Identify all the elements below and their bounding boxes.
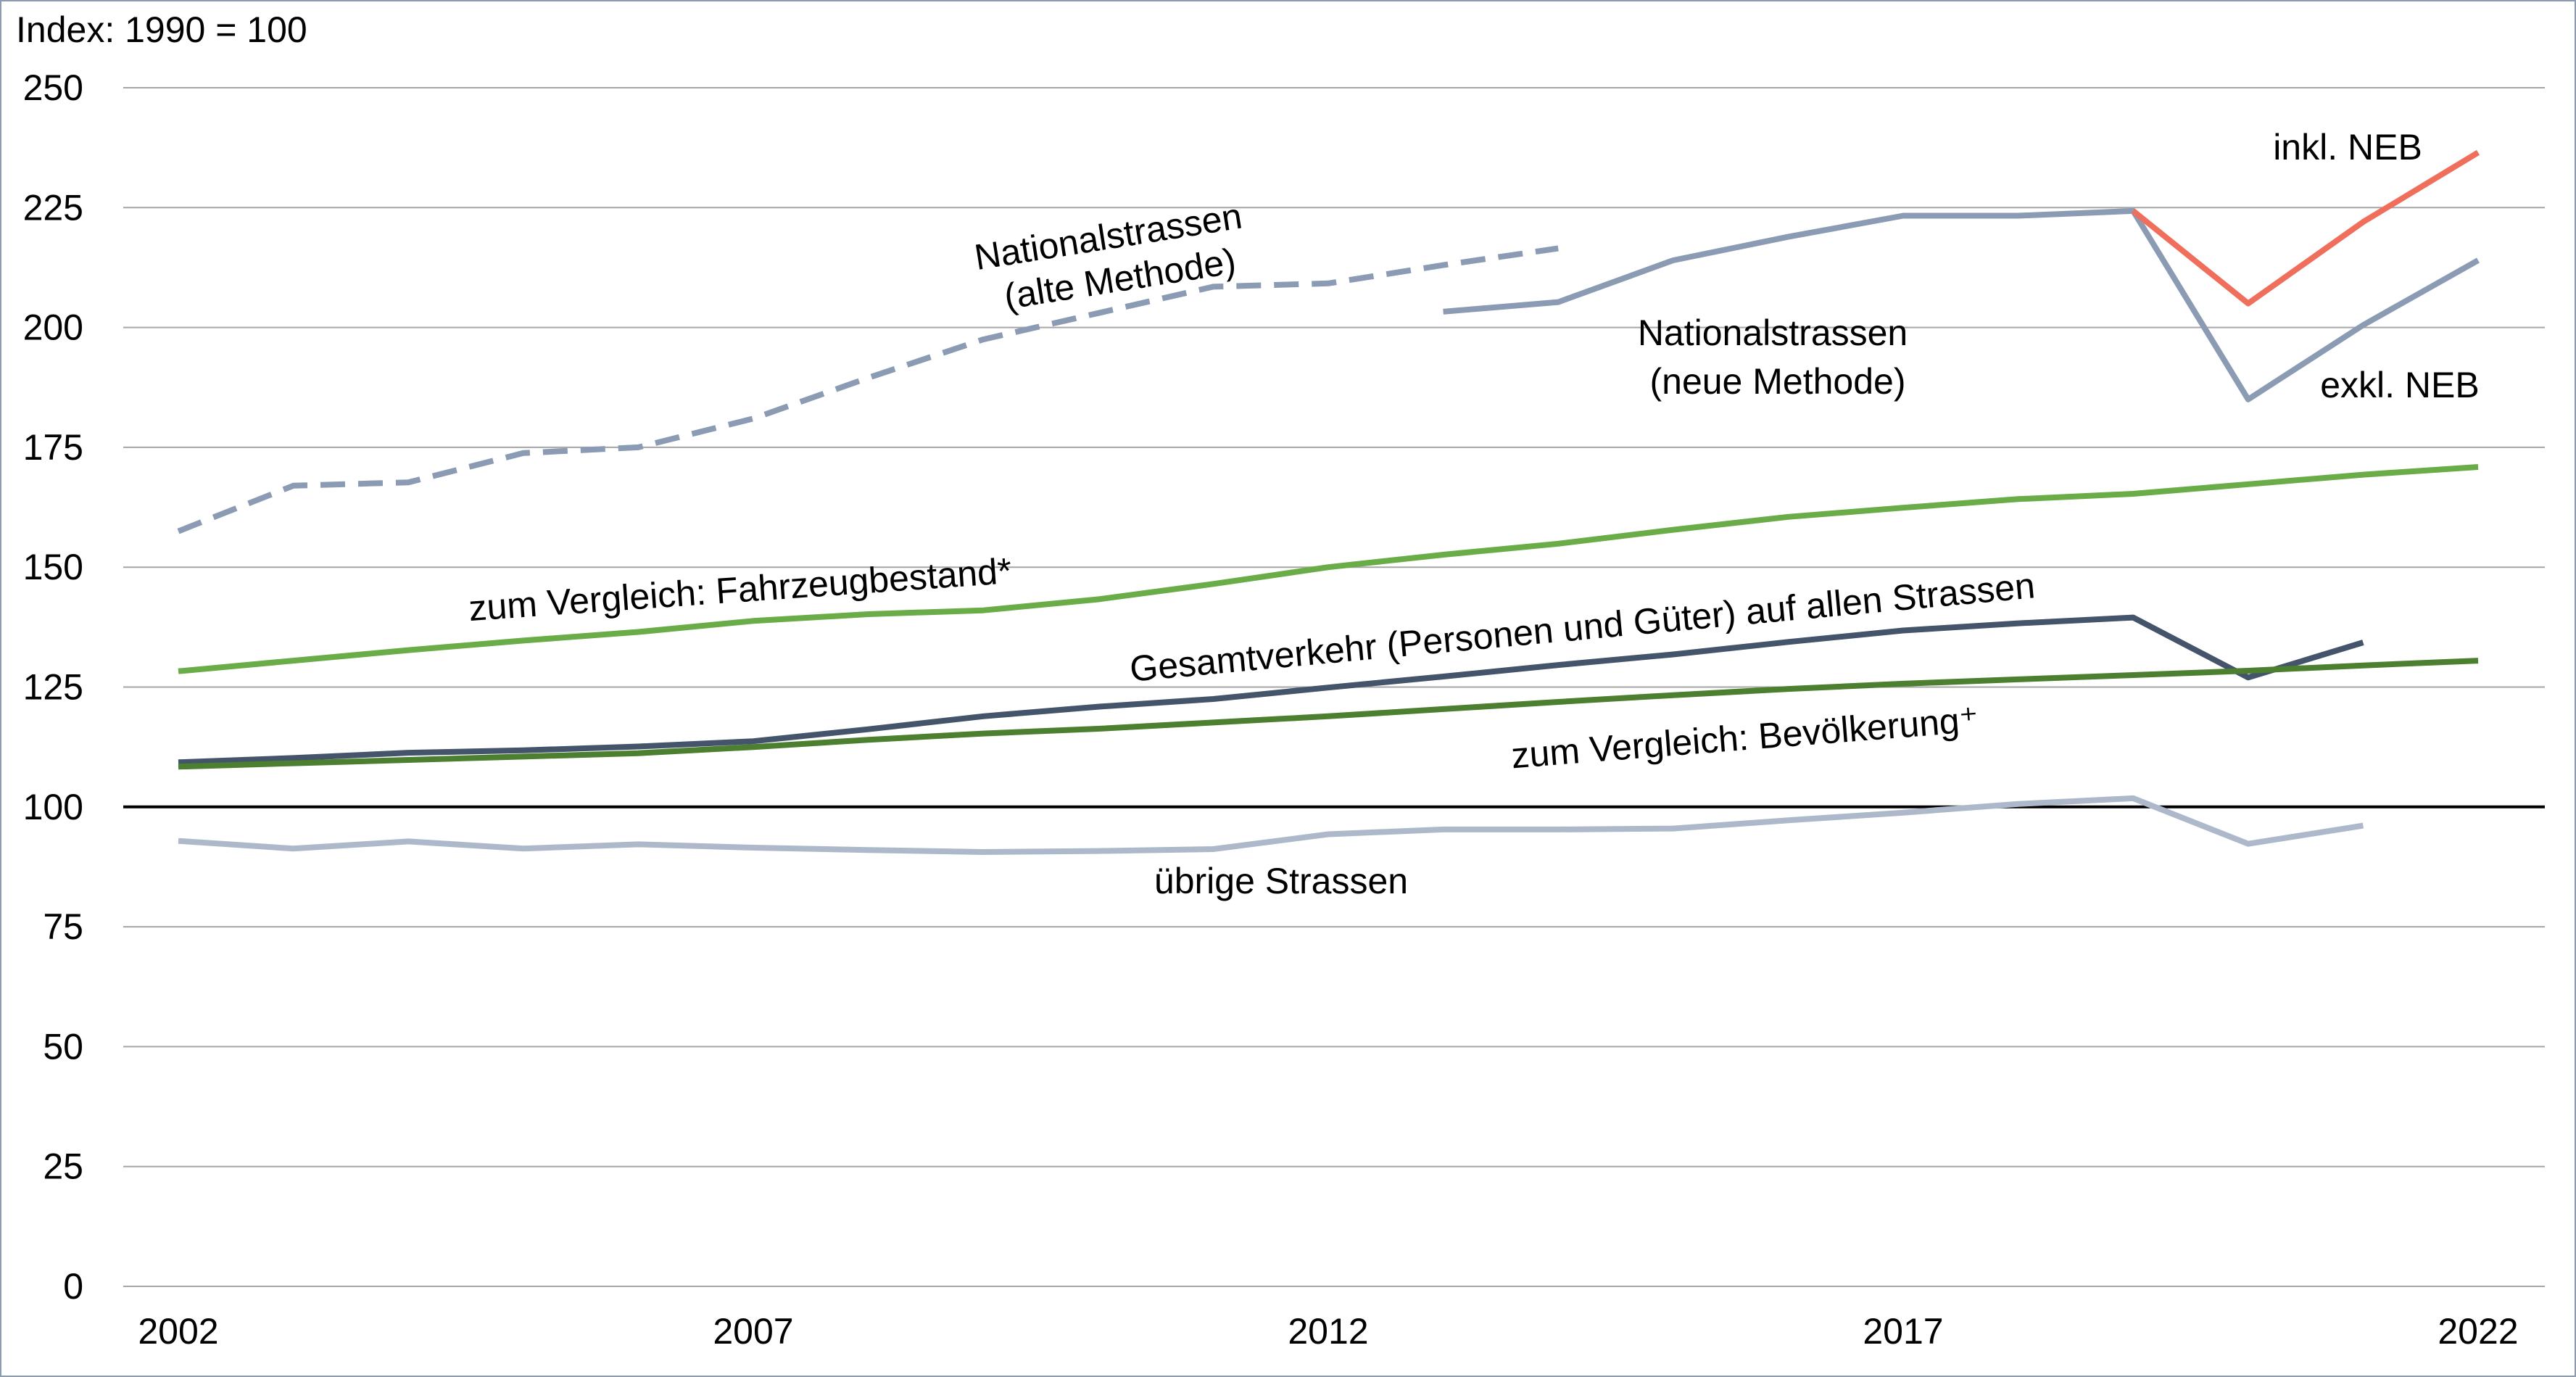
label-exkl-neb: exkl. NEB [2320, 365, 2480, 405]
y-tick-label: 0 [63, 1266, 83, 1307]
series-line-national_new [1443, 207, 2480, 402]
y-tick-label: 100 [23, 787, 83, 827]
y-tick-label: 125 [23, 667, 83, 708]
series-lines [177, 149, 2480, 855]
label-fahrzeugbestand: zum Vergleich: Fahrzeugbestand* [468, 550, 1014, 629]
series-line-bevoelkerung [178, 658, 2479, 770]
x-tick-label: 2022 [2438, 1311, 2518, 1352]
series-line-fahrzeugbestand [178, 464, 2479, 674]
label-uebrige: übrige Strassen [1154, 861, 1408, 901]
label-national-new-line2: (neue Methode) [1649, 361, 1905, 402]
x-tick-label: 2017 [1863, 1311, 1943, 1352]
gridlines [123, 87, 2545, 1287]
label-national-new: Nationalstrassen (neue Methode) [1638, 313, 1918, 402]
label-gesamtverkehr: Gesamtverkehr (Personen und Güter) auf a… [1128, 565, 2037, 690]
label-national-old: Nationalstrassen (alte Methode) [972, 194, 1262, 321]
y-axis-title: Index: 1990 = 100 [16, 9, 307, 50]
y-tick-label: 250 [23, 67, 83, 108]
label-inkl-neb: inkl. NEB [2273, 127, 2422, 168]
y-tick-label: 50 [43, 1026, 83, 1067]
y-tick-label: 200 [23, 307, 83, 348]
x-axis-ticks: 2002 2007 2012 2017 2022 [138, 1311, 2518, 1352]
y-tick-label: 75 [43, 906, 83, 947]
y-axis-ticks: 0 25 50 75 100 125 150 175 200 225 250 [23, 67, 83, 1307]
y-tick-label: 150 [23, 547, 83, 587]
x-tick-label: 2002 [138, 1311, 218, 1352]
series-line-uebrige [178, 795, 2364, 855]
y-tick-label: 25 [43, 1146, 83, 1187]
y-tick-label: 175 [23, 427, 83, 468]
label-national-new-line1: Nationalstrassen [1638, 313, 1908, 353]
series-line-gesamtverkehr [178, 614, 2364, 766]
x-tick-label: 2012 [1288, 1311, 1368, 1352]
x-tick-label: 2007 [713, 1311, 793, 1352]
series-line-national_old [177, 245, 1559, 534]
series-line-inkl_neb [2131, 149, 2480, 307]
y-tick-label: 225 [23, 187, 83, 228]
label-bevoelkerung: zum Vergleich: Bevölkerung⁺ [1509, 699, 1980, 777]
